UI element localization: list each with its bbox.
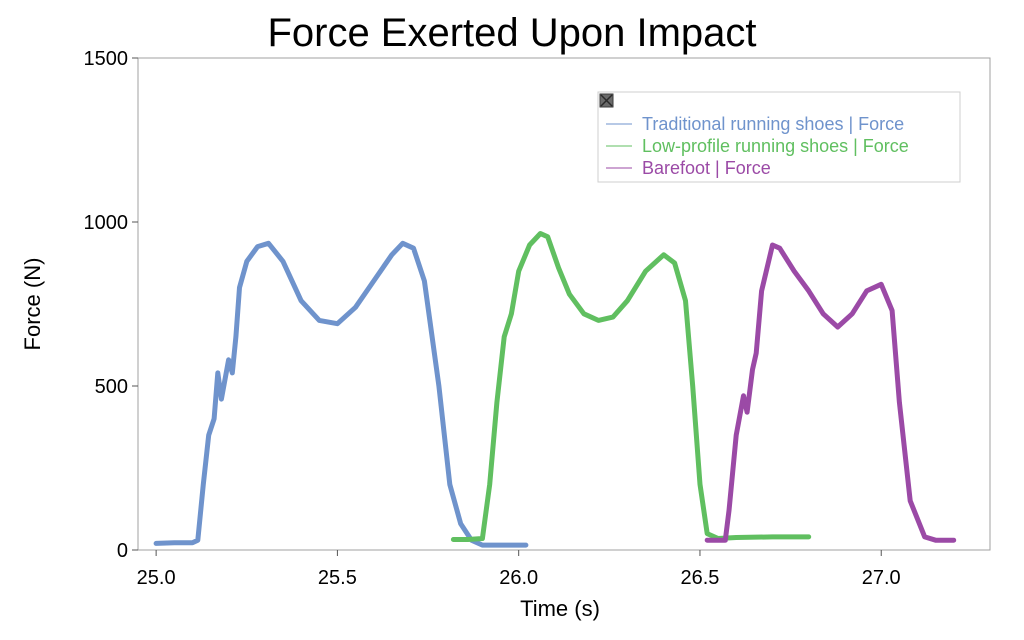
y-axis: 0 500 1000 1500 <box>84 48 138 562</box>
x-tick-label: 26.5 <box>680 567 719 589</box>
y-tick-label: 1000 <box>84 212 129 234</box>
y-tick-label: 0 <box>117 540 128 562</box>
x-tick-label: 25.5 <box>318 567 357 589</box>
series-line-3 <box>704 242 957 543</box>
series-line-1 <box>153 240 529 548</box>
x-tick-label: 25.0 <box>137 567 176 589</box>
series-line-2 <box>450 231 812 542</box>
x-axis-title: Time (s) <box>520 596 600 621</box>
legend-box <box>597 91 961 183</box>
x-tick-label: 26.0 <box>499 567 538 589</box>
chart-title: Force Exerted Upon Impact <box>267 11 756 55</box>
y-axis-title: Force (N) <box>20 258 45 351</box>
legend-label-2: Low-profile running shoes | Force <box>642 136 909 156</box>
legend-label-1: Traditional running shoes | Force <box>642 114 904 134</box>
y-tick-label: 500 <box>95 376 128 398</box>
x-axis: 25.0 25.5 26.0 26.5 27.0 <box>137 550 901 589</box>
plot-area <box>137 57 991 551</box>
legend-close-icon[interactable] <box>599 93 614 108</box>
series-layer <box>153 231 957 548</box>
legend-label-3: Barefoot | Force <box>642 158 771 178</box>
y-tick-label: 1500 <box>84 48 129 70</box>
legend: Traditional running shoes | ForceLow-pro… <box>597 91 961 183</box>
x-tick-label: 27.0 <box>862 567 901 589</box>
